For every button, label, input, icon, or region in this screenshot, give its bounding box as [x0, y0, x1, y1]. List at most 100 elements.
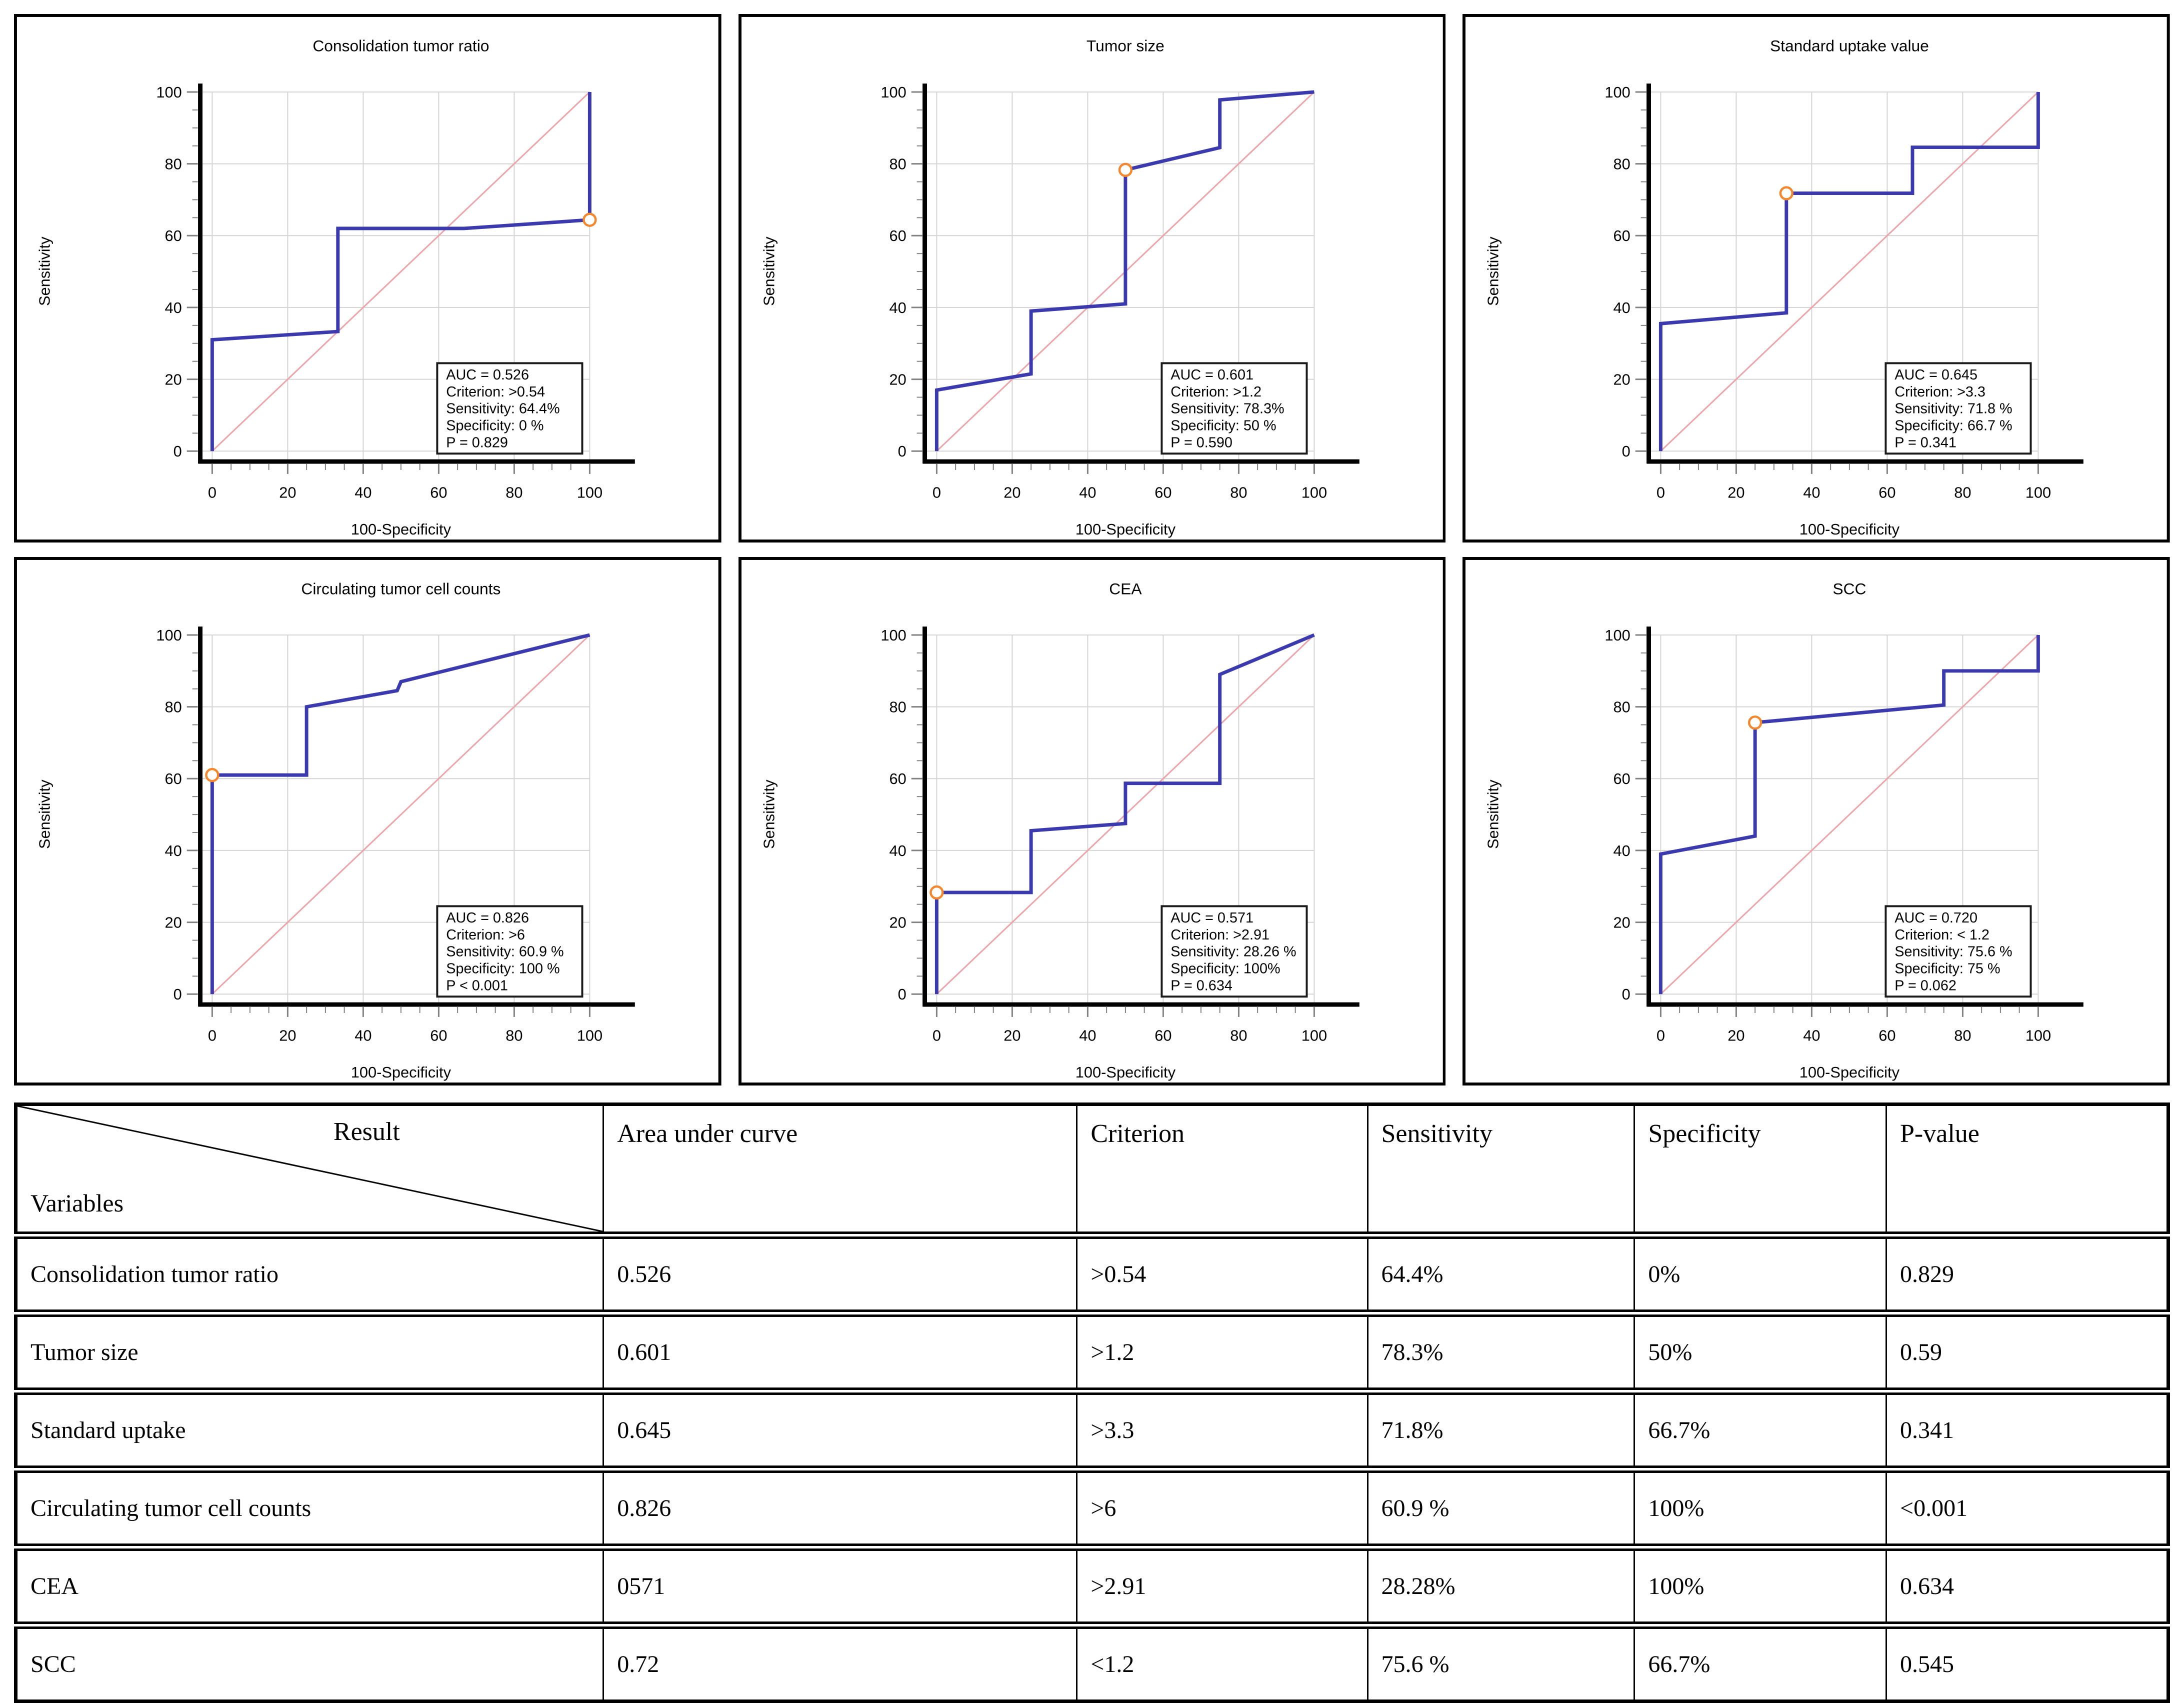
- annotation-line: Specificity: 100 %: [446, 961, 560, 977]
- y-tick-label: 60: [889, 227, 906, 244]
- x-tick-label: 0: [208, 1027, 216, 1044]
- roc-curve-path: [934, 90, 1314, 452]
- column-header-sensitivity: Sensitivity: [1366, 1104, 1636, 1240]
- value-cell: 0.545: [1886, 1625, 2169, 1702]
- x-tick-label: 20: [279, 1027, 296, 1044]
- x-tick-label: 80: [1230, 484, 1247, 502]
- annotation-box: [1160, 905, 1308, 998]
- y-tick-label: 80: [889, 698, 906, 716]
- x-tick-label: 60: [1879, 1027, 1896, 1044]
- roc-chart-svg: Tumor size 0 0 20 20 40 40 60 60 80 80 100 100 100-Sp…: [738, 14, 1446, 543]
- y-tick-label: 100: [880, 626, 906, 644]
- annotation-line: Criterion: >6: [446, 927, 525, 943]
- value-cell: 50%: [1634, 1313, 1887, 1396]
- y-tick-label: 80: [889, 156, 906, 173]
- value-cell: 75.6 %: [1366, 1625, 1636, 1702]
- x-tick-label: 40: [1804, 1027, 1820, 1044]
- value-cell: 0.634: [1886, 1547, 2169, 1630]
- chart-title: CEA: [1109, 580, 1142, 598]
- panel-border: [14, 14, 722, 543]
- y-tick-label: 0: [174, 442, 182, 460]
- annotation-line: Specificity: 66.7 %: [1895, 418, 2012, 434]
- value-cell: >1.2: [1076, 1313, 1368, 1396]
- annotation-line: P < 0.001: [446, 978, 508, 994]
- table-row: Tumor size 0.601 >1.2 78.3% 50% 0.59: [14, 1313, 2169, 1396]
- y-axis-title: Sensitivity: [36, 780, 54, 849]
- y-tick-label: 60: [165, 227, 182, 244]
- y-tick-label: 40: [1614, 299, 1630, 316]
- annotation-line: Specificity: 0 %: [446, 418, 544, 434]
- y-tick-label: 80: [1614, 156, 1630, 173]
- variable-name-cell: CEA: [14, 1547, 604, 1630]
- annotation-line: AUC = 0.826: [446, 910, 529, 926]
- column-header-p-value: P-value: [1886, 1104, 2169, 1240]
- panel-border: [1462, 557, 2170, 1086]
- annotation-line: Criterion: < 1.2: [1895, 927, 1990, 943]
- column-header-specificity: Specificity: [1634, 1104, 1887, 1240]
- y-axis-title: Sensitivity: [36, 236, 54, 306]
- annotation-line: AUC = 0.601: [1170, 367, 1254, 383]
- annotation-line: P = 0.590: [1170, 434, 1232, 450]
- panel-border: [738, 14, 1446, 543]
- variable-name-cell: Standard uptake: [14, 1391, 604, 1474]
- y-tick-label: 100: [156, 626, 182, 644]
- x-axis-title: 100-Specificity: [1800, 520, 1900, 538]
- value-cell: 100%: [1634, 1469, 1887, 1552]
- annotation-line: Specificity: 75 %: [1895, 961, 2000, 977]
- y-tick-label: 40: [165, 842, 182, 860]
- x-tick-label: 40: [1804, 484, 1820, 502]
- annotation-line: Criterion: >2.91: [1170, 927, 1270, 943]
- y-tick-label: 0: [1622, 986, 1630, 1003]
- x-tick-label: 20: [1004, 484, 1020, 502]
- x-tick-label: 100: [1301, 484, 1326, 502]
- table-row: Consolidation tumor ratio 0.526 >0.54 64.4%…: [14, 1235, 2169, 1318]
- roc-chart-svg: Standard uptake value 0 0 20 20 40 40 60 60 80 80 1…: [1462, 14, 2170, 543]
- y-tick-label: 40: [889, 299, 906, 316]
- operating-point-marker: [205, 768, 220, 782]
- annotation-line: Criterion: >3.3: [1895, 384, 1986, 400]
- column-header-criterion: Criterion: [1076, 1104, 1368, 1240]
- annotation-line: Sensitivity: 71.8 %: [1895, 401, 2012, 417]
- annotation-line: Specificity: 50 %: [1170, 418, 1276, 434]
- value-cell: 0.341: [1886, 1391, 2169, 1474]
- corner-header-cell: Result Variables: [14, 1104, 604, 1240]
- annotation-line: P = 0.062: [1895, 978, 1957, 994]
- corner-label-variables: Variables: [30, 1189, 124, 1218]
- x-tick-label: 0: [1656, 1027, 1665, 1044]
- table-header-row: Result Variables Area under curve Criteri…: [14, 1104, 2169, 1240]
- annotation-box: [1884, 362, 2032, 455]
- annotation-line: P = 0.829: [446, 434, 508, 450]
- annotation-line: AUC = 0.720: [1895, 910, 1978, 926]
- roc-curve-path: [1659, 92, 2040, 452]
- x-tick-label: 80: [1230, 1027, 1247, 1044]
- annotation-box: [1160, 362, 1308, 455]
- x-axis-title: 100-Specificity: [351, 520, 452, 538]
- y-tick-label: 20: [1614, 371, 1630, 388]
- x-tick-label: 40: [354, 484, 372, 502]
- x-tick-label: 40: [1079, 1027, 1096, 1044]
- value-cell: 0.601: [602, 1313, 1078, 1396]
- value-cell: 64.4%: [1366, 1235, 1636, 1318]
- roc-curve-path: [934, 633, 1315, 994]
- x-tick-label: 100: [577, 484, 602, 502]
- annotation-line: Specificity: 100%: [1170, 961, 1280, 977]
- y-axis-title: Sensitivity: [760, 780, 778, 849]
- annotation-line: Sensitivity: 75.6 %: [1895, 944, 2012, 960]
- annotation-line: Sensitivity: 78.3%: [1170, 401, 1284, 417]
- x-tick-label: 40: [1079, 484, 1096, 502]
- y-tick-label: 20: [165, 371, 182, 388]
- y-tick-label: 60: [165, 770, 182, 788]
- x-tick-label: 60: [430, 1027, 447, 1044]
- x-tick-label: 80: [1954, 1027, 1972, 1044]
- value-cell: 78.3%: [1366, 1313, 1636, 1396]
- value-cell: <1.2: [1076, 1625, 1368, 1702]
- column-header-area-under-curve: Area under curve: [602, 1104, 1078, 1240]
- chart-title: Standard uptake value: [1770, 37, 1929, 55]
- x-tick-label: 100: [2026, 484, 2051, 502]
- annotation-line: AUC = 0.571: [1170, 910, 1254, 926]
- roc-panel-tumor-size: Tumor size 0 0 20 20 40 40 60 60 80 80 100 100 100-Sp…: [738, 14, 1446, 543]
- y-tick-label: 60: [1614, 227, 1630, 244]
- variable-name-cell: Circulating tumor cell counts: [14, 1469, 604, 1552]
- y-tick-label: 80: [165, 698, 182, 716]
- y-tick-label: 100: [880, 84, 906, 101]
